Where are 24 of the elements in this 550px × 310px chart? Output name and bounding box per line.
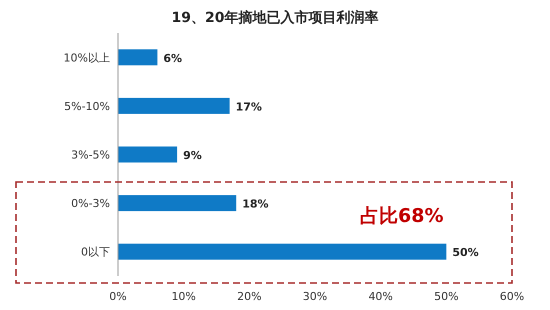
bar — [118, 49, 158, 66]
bar — [118, 146, 178, 162]
x-tick-label: 40% — [368, 290, 393, 303]
data-label: 50% — [452, 246, 479, 260]
x-tick-label: 10% — [171, 290, 196, 303]
x-tick-label: 60% — [500, 290, 524, 303]
bar — [118, 98, 230, 114]
y-tick-label: 0以下 — [81, 246, 110, 259]
x-tick-label: 50% — [434, 290, 459, 303]
chart-title: 19、20年摘地已入市项目利润率 — [172, 9, 378, 26]
y-tick-label: 3%-5% — [71, 148, 110, 162]
bar — [118, 244, 446, 260]
y-tick-label: 0%-3% — [71, 197, 110, 210]
x-tick-label: 30% — [302, 290, 328, 303]
y-tick-label: 5%-10% — [64, 100, 110, 113]
annotation: 占比68% — [360, 205, 444, 227]
y-tick-label: 10%以上 — [64, 51, 110, 64]
data-label: 6% — [163, 52, 182, 65]
data-label: 17% — [236, 100, 262, 114]
x-tick-label: 20% — [237, 290, 262, 303]
data-label: 9% — [183, 149, 202, 162]
bar — [118, 195, 236, 212]
x-tick-label: 0% — [109, 290, 127, 303]
data-label: 18% — [242, 198, 269, 211]
